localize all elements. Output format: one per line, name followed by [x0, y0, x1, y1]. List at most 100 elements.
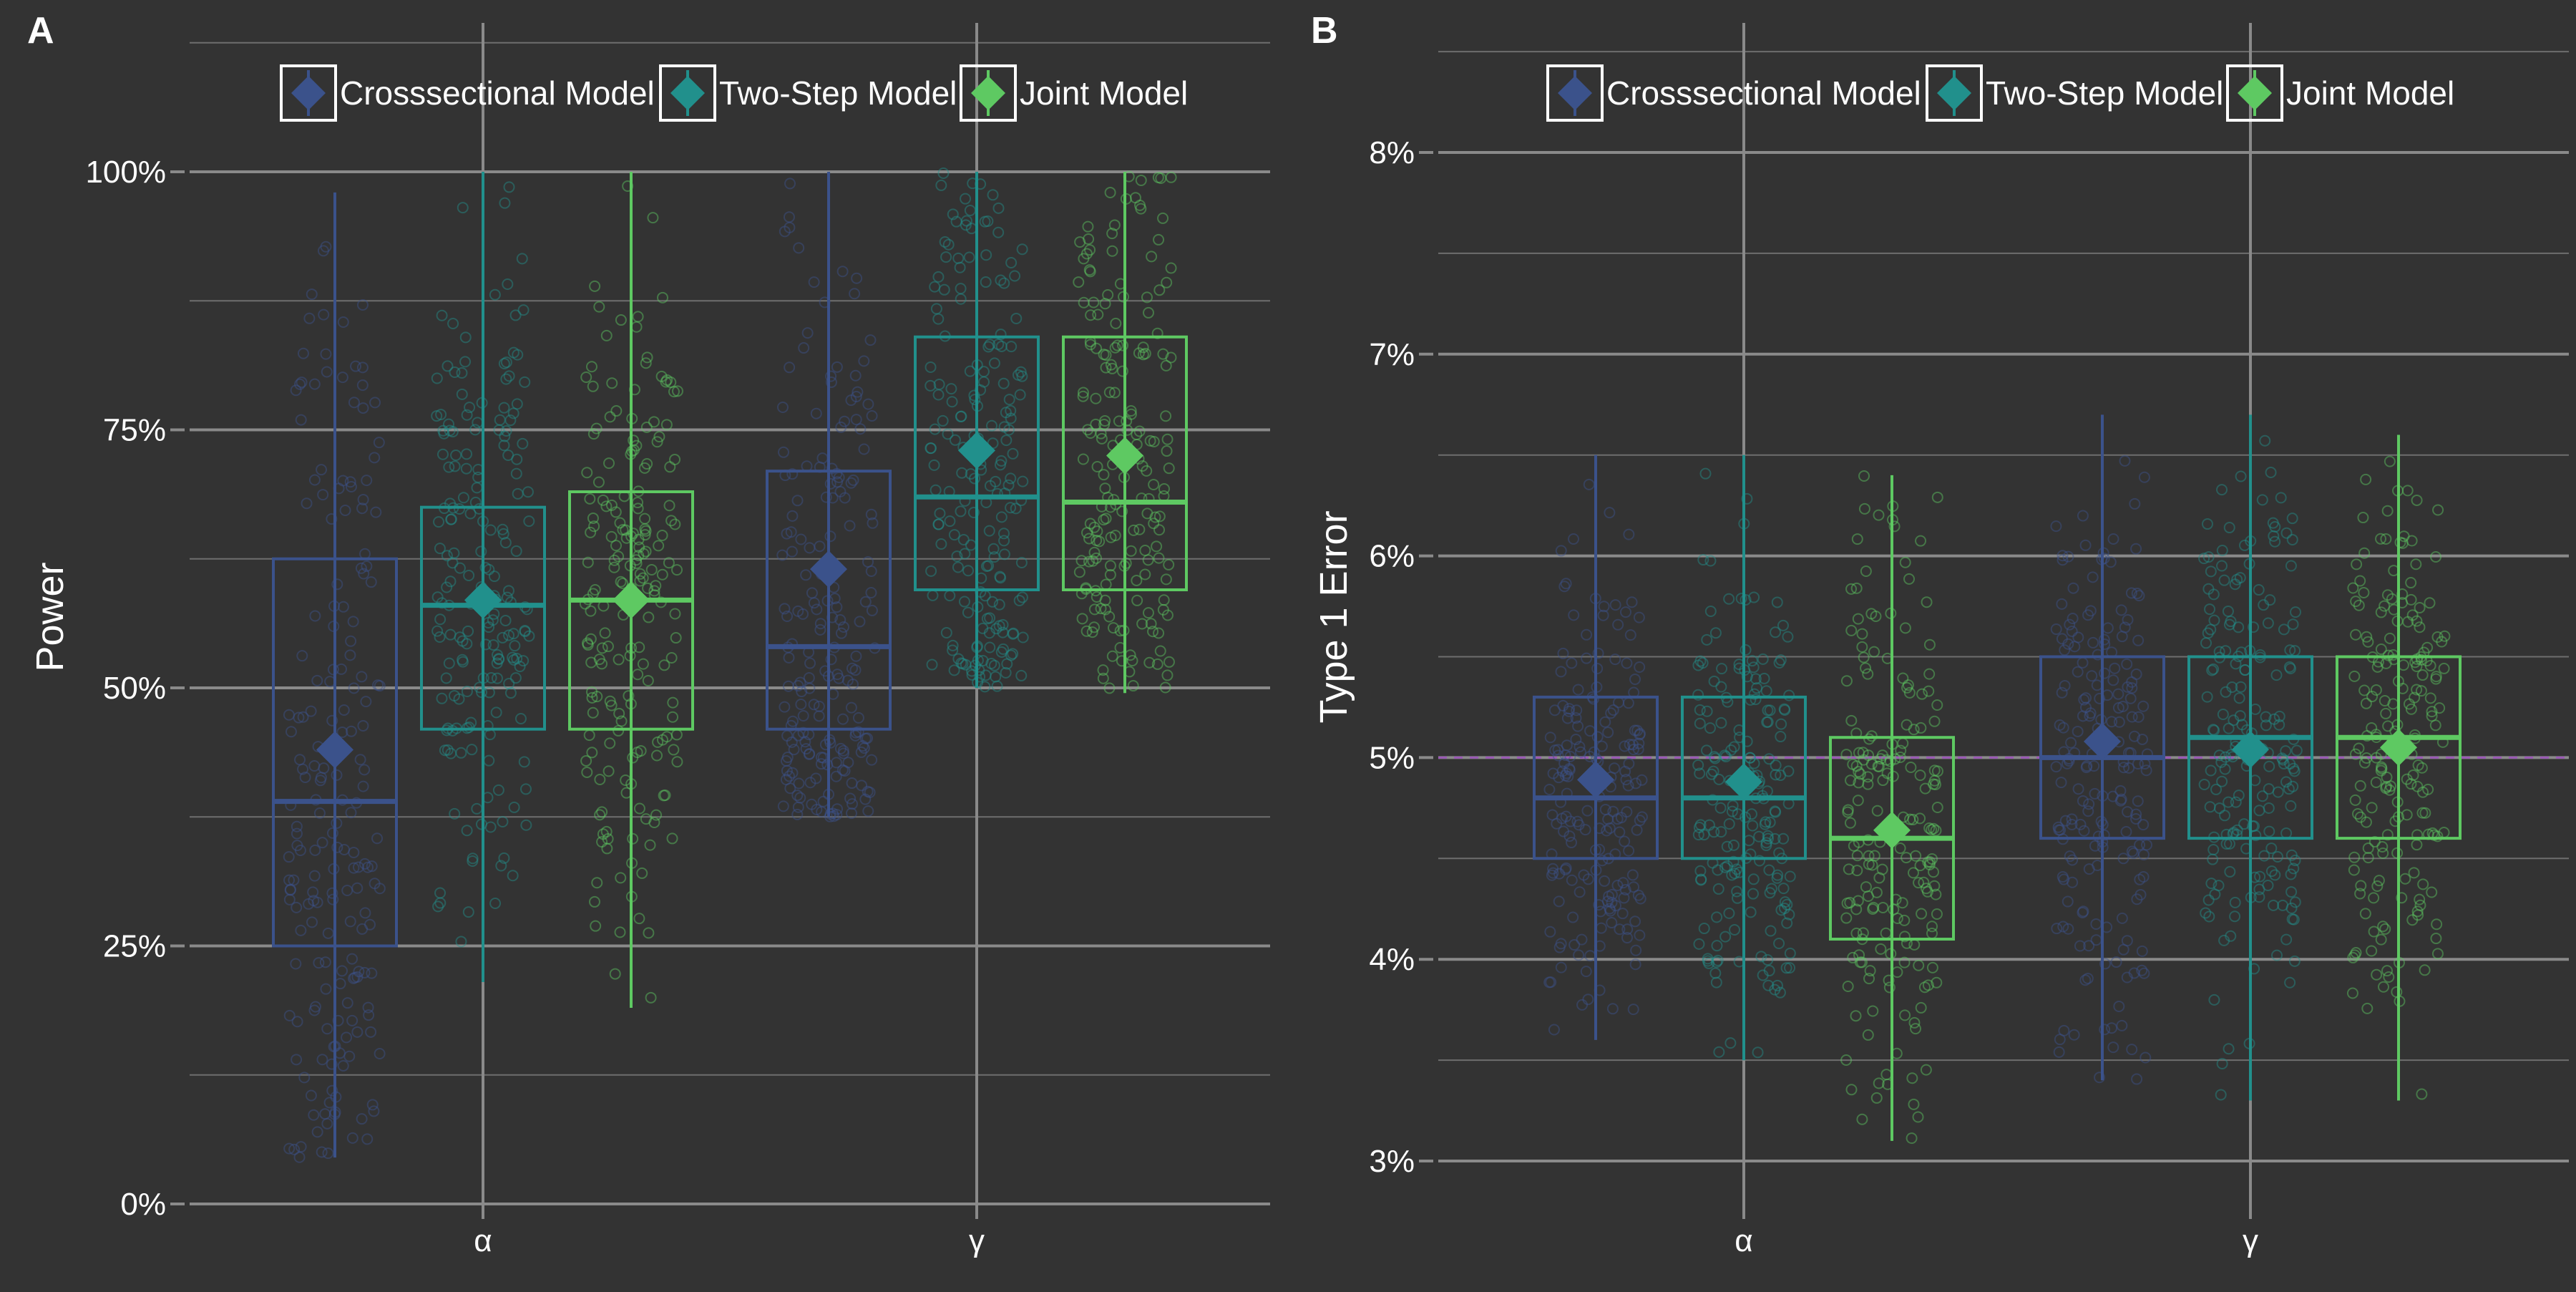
jitter-point [788, 744, 800, 756]
jitter-point [2062, 638, 2074, 650]
jitter-point [962, 565, 975, 577]
jitter-point [632, 669, 644, 681]
jitter-point [1563, 830, 1576, 842]
jitter-point [1083, 533, 1096, 545]
jitter-point [2269, 869, 2281, 881]
jitter-point [987, 543, 1000, 555]
jitter-point [660, 419, 673, 431]
jitter-point [2117, 853, 2129, 865]
jitter-point [1723, 593, 1735, 605]
jitter-point [660, 376, 672, 388]
jitter-point [955, 657, 967, 669]
jitter-point [1088, 621, 1101, 633]
jitter-point [2062, 923, 2074, 935]
jitter-point [440, 672, 452, 684]
mean-marker [613, 581, 650, 619]
jitter-point [1747, 873, 1760, 885]
jitter-point [779, 701, 791, 713]
jitter-point [831, 467, 843, 480]
jitter-point [2254, 870, 2266, 883]
jitter-point [1630, 944, 1642, 956]
jitter-point [1873, 509, 1885, 521]
jitter-point [339, 504, 351, 516]
jitter-point [353, 966, 365, 978]
jitter-point [461, 825, 473, 837]
jitter-point [1607, 704, 1619, 716]
jitter-point [1116, 365, 1128, 377]
jitter-point [366, 967, 378, 979]
jitter-point [1148, 478, 1160, 490]
jitter-point [2106, 1022, 2118, 1034]
jitter-point [492, 784, 504, 796]
jitter-point [791, 808, 804, 820]
jitter-point [1708, 826, 1720, 838]
jitter-point [509, 640, 521, 652]
jitter-point [1714, 802, 1727, 814]
jitter-point [1611, 813, 1624, 825]
jitter-point [1163, 558, 1175, 570]
jitter-point [463, 721, 475, 733]
jitter-point [1698, 923, 1710, 935]
jitter-point [831, 601, 843, 613]
jitter-point [1631, 724, 1644, 737]
jitter-point [2276, 752, 2288, 764]
jitter-point [594, 773, 606, 785]
jitter-point [1624, 629, 1636, 641]
jitter-point [824, 477, 836, 490]
jitter-point [2066, 818, 2078, 830]
jitter-point [1084, 518, 1096, 530]
jitter-point [824, 808, 836, 820]
jitter-point [617, 578, 629, 590]
jitter-point [1930, 825, 1942, 837]
jitter-point [2228, 714, 2240, 727]
jitter-point [932, 313, 945, 325]
jitter-point [951, 550, 963, 563]
jitter-point [1154, 645, 1166, 657]
jitter-point [2094, 692, 2106, 704]
jitter-point [308, 1109, 320, 1121]
jitter-point [1609, 599, 1621, 611]
jitter-point [338, 704, 350, 717]
jitter-point [2077, 795, 2089, 807]
jitter-point [2212, 880, 2225, 892]
jitter-point [2280, 776, 2292, 788]
jitter-point [2431, 631, 2444, 643]
jitter-point [950, 215, 962, 228]
jitter-point [2124, 692, 2137, 704]
y-tick-label: 7% [1369, 337, 1415, 372]
jitter-point [354, 754, 366, 766]
jitter-point [819, 739, 831, 751]
jitter-point [1780, 962, 1792, 974]
jitter-point [2135, 888, 2147, 900]
jitter-point [445, 747, 457, 759]
jitter-point [658, 659, 670, 671]
jitter-point [1559, 749, 1571, 761]
jitter-point [493, 424, 505, 436]
jitter-point [1591, 663, 1604, 675]
jitter-point [925, 442, 937, 455]
jitter-point [516, 253, 528, 265]
jitter-point [932, 389, 945, 401]
jitter-point [2406, 609, 2419, 621]
jitter-point [288, 1143, 301, 1155]
jitter-point [331, 817, 343, 830]
jitter-point [2284, 663, 2296, 675]
jitter-point [1920, 1064, 1932, 1076]
jitter-point [1693, 938, 1705, 950]
jitter-point [331, 578, 343, 591]
jitter-point [1712, 864, 1724, 876]
jitter-point [1740, 644, 1752, 656]
jitter-point [1579, 824, 1591, 836]
jitter-point [2216, 1057, 2228, 1069]
jitter-point [637, 658, 649, 670]
box-iqr [272, 557, 398, 948]
jitter-point [2430, 933, 2442, 945]
jitter-point [283, 709, 295, 721]
jitter-point [361, 560, 373, 572]
jitter-point [1078, 253, 1090, 265]
jitter-point [1088, 296, 1100, 309]
jitter-point [510, 545, 522, 557]
jitter-point [1740, 811, 1752, 823]
jitter-point [596, 836, 608, 848]
jitter-point [2120, 826, 2132, 838]
